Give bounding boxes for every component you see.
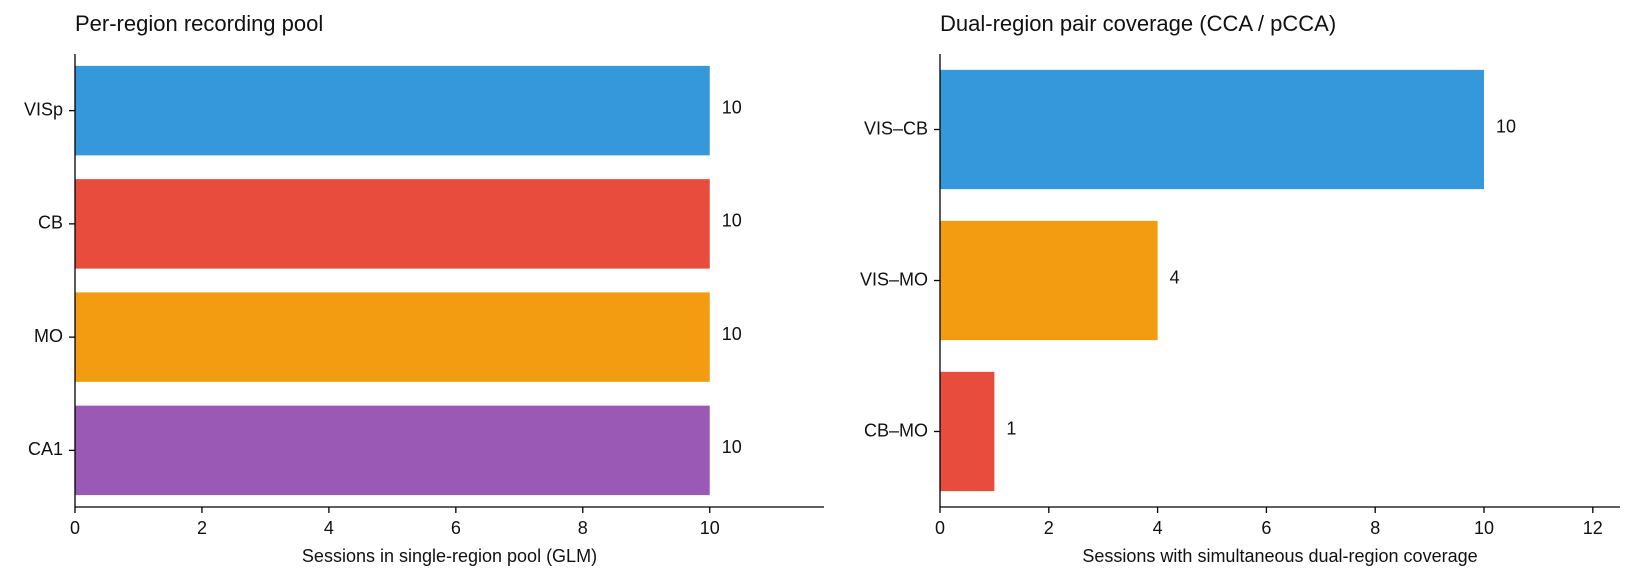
y-tick-label: VISp xyxy=(24,99,63,119)
y-tick-label: MO xyxy=(34,326,63,346)
y-tick-label: CB–MO xyxy=(864,420,928,440)
y-tick-label: CB xyxy=(38,213,63,233)
bar xyxy=(75,65,710,156)
x-tick-label: 12 xyxy=(1583,518,1603,538)
x-tick-label: 6 xyxy=(451,518,461,538)
x-tick-label: 0 xyxy=(70,518,80,538)
bar xyxy=(940,371,995,492)
bar xyxy=(75,405,710,496)
x-tick-label: 4 xyxy=(1153,518,1163,538)
chart-title: Dual-region pair coverage (CCA / pCCA) xyxy=(940,11,1336,36)
x-tick-label: 10 xyxy=(700,518,720,538)
bar xyxy=(75,292,710,382)
y-tick-label: VIS–MO xyxy=(860,269,928,289)
value-label: 10 xyxy=(722,211,742,231)
x-tick-label: 6 xyxy=(1261,518,1271,538)
x-tick-label: 2 xyxy=(197,518,207,538)
y-tick-label: CA1 xyxy=(28,439,63,459)
chart-title: Per-region recording pool xyxy=(75,11,323,36)
x-tick-label: 10 xyxy=(1474,518,1494,538)
value-label: 4 xyxy=(1170,267,1180,287)
y-tick-label: VIS–CB xyxy=(864,118,928,138)
bar xyxy=(940,220,1158,341)
x-tick-label: 8 xyxy=(578,518,588,538)
value-label: 10 xyxy=(722,324,742,344)
value-label: 1 xyxy=(1006,418,1016,438)
value-label: 10 xyxy=(1496,116,1516,136)
x-tick-label: 4 xyxy=(324,518,334,538)
value-label: 10 xyxy=(722,437,742,457)
x-tick-label: 2 xyxy=(1044,518,1054,538)
x-tick-label: 0 xyxy=(935,518,945,538)
value-label: 10 xyxy=(722,97,742,117)
x-axis-label: Sessions with simultaneous dual-region c… xyxy=(1082,546,1477,566)
bar xyxy=(940,69,1484,190)
x-tick-label: 8 xyxy=(1370,518,1380,538)
x-axis-label: Sessions in single-region pool (GLM) xyxy=(302,546,597,566)
bar xyxy=(75,179,710,269)
